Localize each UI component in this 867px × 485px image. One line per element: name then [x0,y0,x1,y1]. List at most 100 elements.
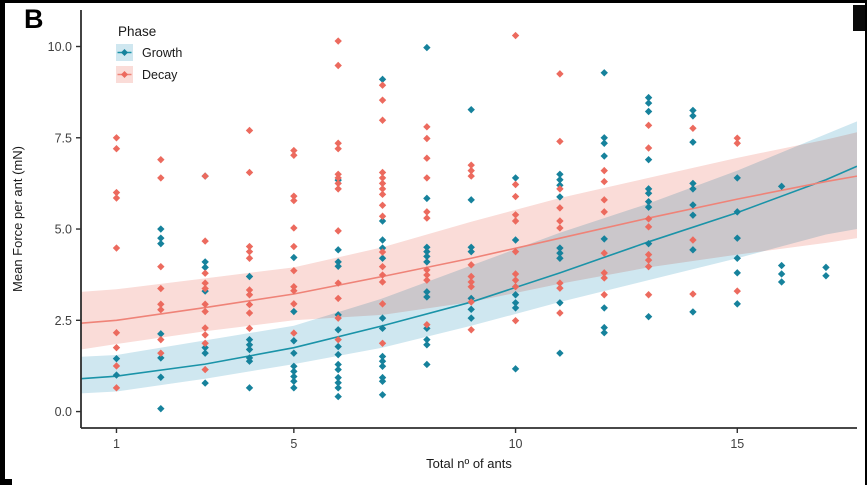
decay-data-point [112,244,121,252]
decay-data-point [556,284,564,292]
growth-data-point [733,269,741,277]
decay-data-point [112,194,121,202]
decay-data-point [245,286,254,294]
decay-data-point [378,168,387,177]
growth-data-point [334,342,342,351]
growth-data-point [334,392,342,401]
growth-data-point [378,391,387,399]
decay-data-point [245,247,254,256]
decay-data-point [290,287,298,295]
growth-data-point [112,354,121,363]
decay-data-point [600,249,608,257]
growth-data-point [600,69,608,77]
growth-data-point [777,261,786,270]
growth-data-point [245,272,254,281]
growth-data-point [733,300,741,308]
growth-data-point [334,326,342,334]
decay-data-point [201,279,209,287]
decay-data-point [290,242,298,251]
decay-data-point [112,384,121,392]
y-tick-label: 7.5 [55,131,72,145]
growth-data-point [689,179,697,188]
legend-key-swatch [116,44,133,61]
decay-data-point [157,262,165,271]
decay-data-point [245,291,254,299]
frame-border-right [865,0,867,485]
decay-data-point [511,283,520,291]
growth-data-point [644,189,653,197]
decay-data-point [201,172,209,180]
growth-data-point [290,367,298,376]
panel-label: B [24,4,44,34]
growth-data-point [290,377,298,385]
decay-data-point [378,174,387,182]
growth-data-point [290,384,298,392]
growth-data-point [511,299,520,307]
decay-data-point [157,306,165,314]
decay-data-point [378,212,387,220]
growth-data-point [245,384,254,392]
growth-data-point [689,138,697,146]
growth-data-point [556,254,564,262]
decay-data-point [245,254,254,262]
growth-data-point [378,244,387,252]
growth-data-point [600,323,608,332]
decay-data-point [511,276,520,284]
growth-data-point [157,373,165,381]
decay-data-point [112,362,121,370]
growth-data-point [511,291,520,299]
y-tick-label: 2.5 [55,314,72,328]
decay-data-point [423,271,431,279]
growth-data-point [334,350,342,359]
decay-data-point [600,208,608,216]
decay-data-point [334,185,342,193]
growth-data-point [511,304,520,312]
decay-data-point [290,196,298,205]
decay-data-point [556,224,564,232]
growth-data-point [290,307,298,316]
growth-data-point [334,262,342,270]
growth-data-point [644,107,653,116]
decay-data-point [689,290,697,298]
decay-data-point [467,261,475,269]
growth-data-point [644,93,653,102]
decay-data-point [378,271,387,279]
growth-data-point [467,305,475,314]
decay-trend-line [81,175,857,325]
decay-data-point [112,343,121,352]
growth-data-point [423,247,431,256]
decay-data-point [112,329,121,337]
decay-data-point [290,300,298,308]
growth-data-point [644,197,653,206]
decay-data-point [157,284,165,293]
decay-data-point [201,307,209,316]
growth-data-point [777,182,786,191]
decay-data-point [689,236,697,244]
growth-data-point [733,254,741,262]
decay-data-point [556,70,564,78]
decay-data-point [334,314,342,322]
growth-data-point [334,373,342,382]
decay-data-point [245,324,254,333]
growth-data-point [556,176,564,184]
decay-data-point [511,180,520,189]
decay-data-point [334,174,342,182]
growth-data-point [423,288,431,296]
decay-data-point [290,329,298,337]
growth-data-point [600,304,608,312]
growth-data-point [600,235,608,243]
growth-data-point [290,253,298,262]
growth-data-point [290,337,298,345]
growth-data-point [245,341,254,349]
growth-data-point [777,278,786,286]
decay-data-point [334,37,342,45]
decay-data-point [201,269,209,277]
decay-data-point [733,287,741,295]
decay-data-point [290,146,298,155]
x-tick-label: 15 [730,437,744,451]
growth-data-point [423,341,431,349]
growth-data-point [378,314,387,322]
decay-data-point [423,266,431,274]
decay-data-point [556,309,564,317]
